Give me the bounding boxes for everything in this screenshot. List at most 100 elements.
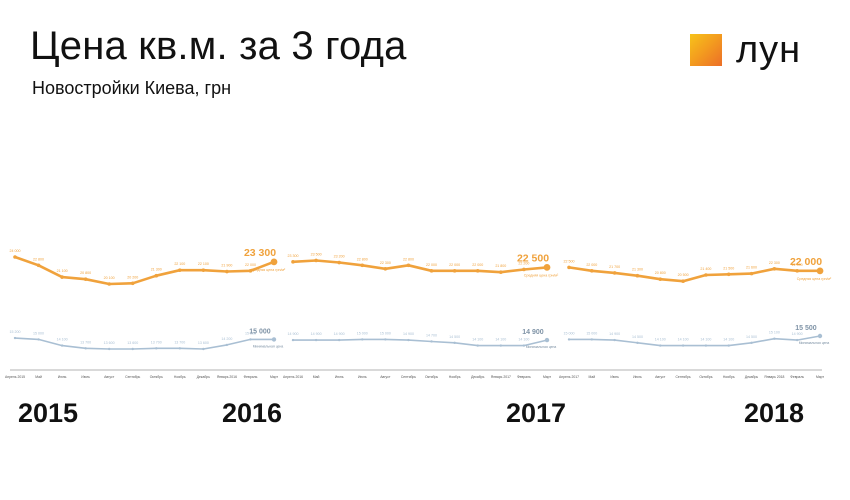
series-name-note: Минимальная цена [799,341,830,345]
x-tick-label: Апрель 2017 [559,375,579,379]
data-label: 22 800 [357,257,368,261]
data-label: 22 100 [174,262,185,266]
x-tick-label: Июнь [58,375,67,379]
data-point [772,266,777,271]
x-tick-label: Январь 2018 [764,375,784,379]
data-point [522,344,526,347]
data-label: 13 700 [80,340,91,344]
data-point [795,269,799,273]
series-name-note: Минимальная цена [526,345,557,349]
x-tick-label: Сентябрь [675,375,690,379]
data-point [750,341,753,345]
data-label: 14 900 [403,332,414,336]
data-label: 21 300 [151,268,162,272]
data-point [178,347,182,350]
data-label: 14 900 [288,332,299,336]
data-point [590,338,594,341]
data-label: 13 700 [174,340,185,344]
data-label: 22 000 [426,263,437,267]
x-tick-label: Июль [81,375,90,379]
series-name-note: Средняя цена грн/м² [524,273,559,277]
data-point [314,258,318,263]
chart-title: Цена кв.м. за 3 года [30,24,407,68]
data-label: 15 000 [586,331,597,335]
data-label: 22 200 [518,261,529,265]
data-label: 15 000 [33,331,44,335]
x-tick-label: Декабрь [745,375,758,379]
data-point [130,281,135,286]
data-label: 22 500 [564,259,575,263]
data-point [383,266,388,271]
data-point [337,338,341,342]
x-tick-label: Январь 2017 [491,375,511,379]
data-point [612,271,617,275]
data-point [704,344,708,347]
data-point [658,277,663,281]
data-point [291,338,295,342]
data-point [107,282,111,286]
data-point [361,338,364,341]
annotation-label: 22 500 [517,252,549,264]
data-point [178,268,182,272]
x-tick-label: Декабрь [197,375,210,379]
year-label-2015: 2015 [18,398,79,428]
series-name-note: Средняя цена грн/м² [797,277,832,281]
x-tick-label: Сентябрь [401,375,416,379]
x-tick-label: Ноябрь [174,375,186,379]
data-label: 14 100 [472,338,483,342]
series-name-note: Средняя цена грн/м² [251,268,286,272]
data-label: 22 000 [586,263,597,267]
data-point [636,341,639,345]
data-label: 15 200 [10,330,21,334]
series-line-average [292,259,548,274]
x-tick-label: Октябрь [699,375,712,379]
data-label: 22 000 [449,263,460,267]
data-point [225,269,229,274]
brand-logo: лун [690,29,802,71]
data-label: 22 000 [472,263,483,267]
data-label: 21 900 [221,264,232,268]
x-tick-label: Август [380,375,391,379]
annotation-label: 15 500 [795,325,817,332]
brand-name: лун [736,29,802,71]
data-label: 15 100 [769,331,780,335]
data-label: 20 100 [104,276,115,280]
data-label: 22 300 [769,261,780,265]
annotation-point [270,258,278,266]
data-label: 14 900 [609,332,620,336]
annotation-label: 14 900 [522,329,544,336]
x-tick-label: Август [104,375,115,379]
data-point [131,347,134,351]
x-tick-label: Июль [358,375,367,379]
data-point [452,269,457,273]
x-tick-label: Ноябрь [449,375,461,379]
data-point [291,260,295,264]
data-point [202,347,205,351]
data-label: 22 000 [245,263,256,267]
data-label: 14 100 [678,338,689,342]
x-tick-label: Апрель 2016 [283,375,303,379]
data-label: 14 500 [449,335,460,339]
data-label: 13 600 [198,341,209,345]
data-label: 20 500 [678,273,689,277]
data-label: 21 400 [700,267,711,271]
data-label: 21 500 [723,266,734,270]
data-point [430,340,433,343]
data-point [248,269,253,273]
data-label: 22 800 [403,257,414,261]
data-point [155,347,158,350]
data-label: 13 700 [151,340,162,344]
data-point [727,344,730,347]
data-label: 23 300 [288,254,299,258]
data-label: 15 000 [380,331,391,335]
data-label: 21 700 [609,265,620,269]
data-point [475,269,480,273]
data-label: 22 000 [792,263,803,267]
data-label: 14 500 [746,335,757,339]
data-point [337,260,341,265]
data-point [83,277,88,281]
annotation-label: 23 300 [244,247,276,259]
data-label: 23 500 [311,252,322,256]
annotation-label: 22 000 [790,256,822,268]
x-tick-label: Март [543,375,552,379]
